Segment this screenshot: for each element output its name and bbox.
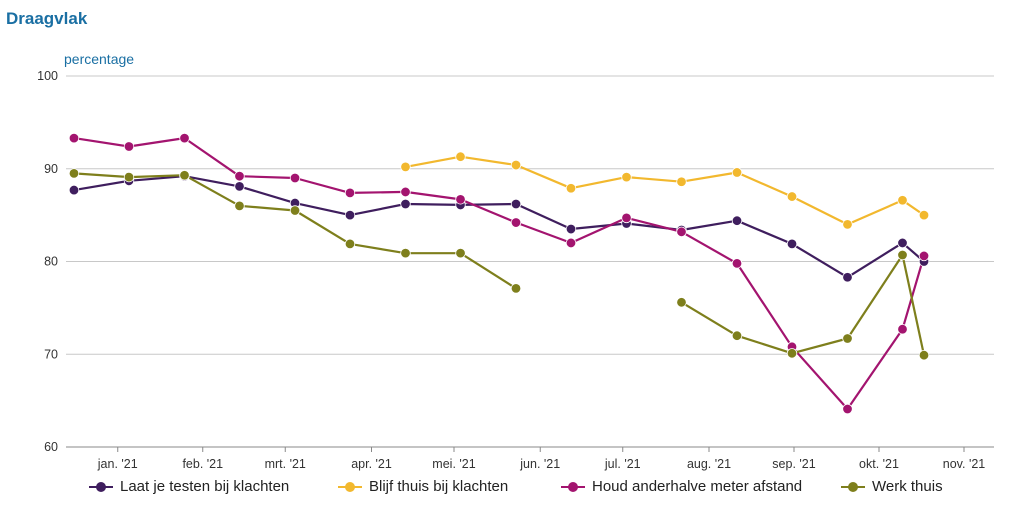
data-point (179, 132, 190, 144)
grid-lines (66, 75, 994, 448)
series-line-3-1 (680, 253, 926, 356)
legend-swatch (560, 480, 586, 494)
x-tick-label: nov. '21 (943, 457, 986, 471)
x-tick-label: okt. '21 (859, 457, 899, 471)
data-point (510, 198, 522, 210)
y-tick-labels: 60 70 80 90 100 (37, 69, 58, 454)
legend-swatch (88, 480, 114, 494)
series-line-1-0 (405, 155, 925, 226)
x-tick-label: aug. '21 (687, 457, 731, 471)
data-point (897, 324, 908, 335)
data-point (344, 238, 356, 250)
data-point (510, 217, 522, 228)
data-point (918, 349, 930, 361)
legend: Laat je testen bij klachten Blijf thuis b… (0, 478, 1024, 502)
data-point (676, 297, 687, 308)
data-point (731, 215, 743, 226)
legend-label: Werk thuis (872, 478, 943, 495)
data-point (676, 226, 687, 238)
data-point (234, 181, 245, 192)
legend-swatch (840, 480, 866, 494)
data-point (731, 330, 743, 341)
series-line-3-0 (73, 172, 517, 290)
data-point (897, 237, 908, 249)
data-point (344, 209, 356, 221)
y-tick-label: 90 (44, 162, 58, 176)
legend-item: Houd anderhalve meter afstand (560, 478, 802, 495)
data-point (68, 168, 80, 179)
data-point (400, 161, 411, 173)
y-tick-label: 80 (44, 255, 58, 269)
data-point (897, 195, 908, 206)
x-tick-label: mei. '21 (432, 457, 475, 471)
data-point (289, 205, 301, 216)
data-point (68, 184, 80, 196)
data-point (786, 191, 798, 202)
data-point (786, 348, 798, 359)
data-point (179, 170, 190, 181)
data-point (565, 183, 577, 194)
data-point (510, 159, 522, 171)
data-point (123, 141, 135, 152)
x-tick-label: apr. '21 (351, 457, 392, 471)
x-tick-label: feb. '21 (182, 457, 223, 471)
chart-title: Draagvlak (6, 9, 88, 28)
legend-label: Blijf thuis bij klachten (369, 478, 509, 495)
data-point (842, 403, 853, 415)
y-tick-label: 70 (44, 347, 58, 361)
data-point (510, 283, 522, 294)
data-point (897, 249, 908, 261)
data-point (234, 200, 245, 212)
data-point (842, 333, 853, 344)
data-point (565, 223, 577, 235)
data-point (918, 209, 930, 221)
x-tick-label: jun. '21 (519, 457, 560, 471)
data-point (400, 198, 411, 210)
data-point (400, 247, 411, 259)
y-tick-label: 60 (44, 440, 58, 454)
data-point (786, 238, 798, 250)
data-point (842, 219, 853, 230)
y-axis-label: percentage (64, 51, 135, 67)
x-tick-label: sep. '21 (772, 457, 815, 471)
data-point (565, 237, 577, 249)
x-tick-labels: jan. '21 feb. '21 mrt. '21 apr. '21 mei. '21… (97, 447, 985, 471)
data-point (731, 258, 743, 269)
data-point (455, 247, 466, 259)
data-point (234, 170, 245, 182)
data-point (455, 194, 466, 205)
series-lines (73, 137, 926, 411)
legend-label: Laat je testen bij klachten (120, 478, 290, 495)
data-point (123, 171, 135, 183)
data-point (842, 272, 853, 283)
series-line-0-0 (73, 175, 925, 279)
data-point (676, 176, 687, 187)
legend-label: Houd anderhalve meter afstand (592, 478, 803, 495)
data-point (621, 212, 632, 224)
legend-swatch (337, 480, 363, 494)
series-points (68, 132, 930, 415)
data-point (455, 151, 466, 162)
data-point (400, 186, 411, 198)
data-point (918, 250, 930, 262)
data-point (289, 172, 301, 184)
legend-item: Laat je testen bij klachten (88, 478, 289, 495)
data-point (621, 171, 632, 183)
y-tick-label: 100 (37, 69, 58, 83)
legend-item: Werk thuis (840, 478, 943, 495)
x-tick-label: jul. '21 (604, 457, 641, 471)
x-tick-label: jan. '21 (97, 457, 138, 471)
data-point (344, 187, 356, 199)
data-point (68, 132, 80, 144)
legend-item: Blijf thuis bij klachten (337, 478, 508, 495)
data-point (731, 167, 743, 178)
x-tick-label: mrt. '21 (265, 457, 306, 471)
